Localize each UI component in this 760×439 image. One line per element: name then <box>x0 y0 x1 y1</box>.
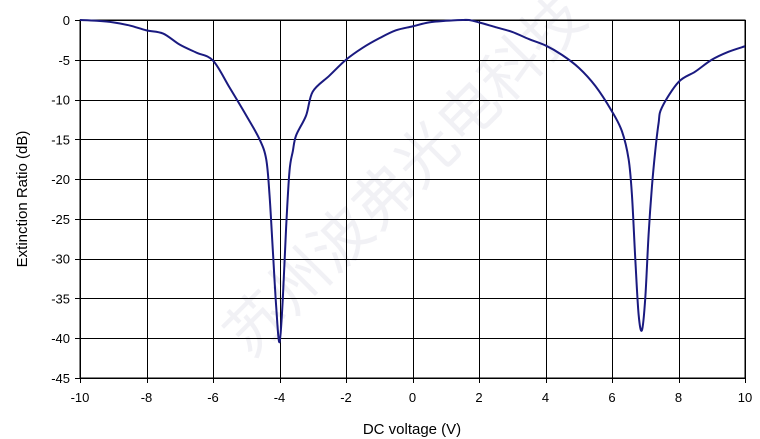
y-tick-label: -15 <box>51 132 70 147</box>
x-tick-label: 10 <box>738 390 752 405</box>
series-layer <box>79 18 746 344</box>
x-tick-label: 0 <box>409 390 416 405</box>
x-tick-label: -2 <box>340 390 352 405</box>
x-tick-label: -10 <box>71 390 90 405</box>
y-tick-label: -20 <box>51 172 70 187</box>
x-tick-label: 8 <box>675 390 682 405</box>
y-tick-label: -45 <box>51 371 70 386</box>
y-tick-label: -25 <box>51 212 70 227</box>
y-tick-label: 0 <box>63 13 70 28</box>
y-tick-label: -5 <box>58 53 70 68</box>
x-axis-label: DC voltage (V) <box>363 421 461 438</box>
x-tick-label: 2 <box>475 390 482 405</box>
y-tick-label: -30 <box>51 252 70 267</box>
x-tick-label: -4 <box>274 390 286 405</box>
x-tick-label: -8 <box>141 390 153 405</box>
y-tick-label: -40 <box>51 331 70 346</box>
plot-area-frame <box>79 19 746 379</box>
series-line-0 <box>79 18 746 344</box>
y-axis-label: Extinction Ratio (dB) <box>14 131 31 268</box>
y-tick-label: -10 <box>51 93 70 108</box>
x-tick-label: 6 <box>608 390 615 405</box>
y-tick-labels: 0 -5 -10 -15 -20 -25 -30 -35 -40 -45 <box>51 13 70 386</box>
y-tick-label: -35 <box>51 291 70 306</box>
x-tick-label: 4 <box>542 390 549 405</box>
x-tick-label: -6 <box>207 390 219 405</box>
x-tick-labels: -10 -8 -6 -4 -2 0 2 4 6 8 10 <box>71 390 753 405</box>
